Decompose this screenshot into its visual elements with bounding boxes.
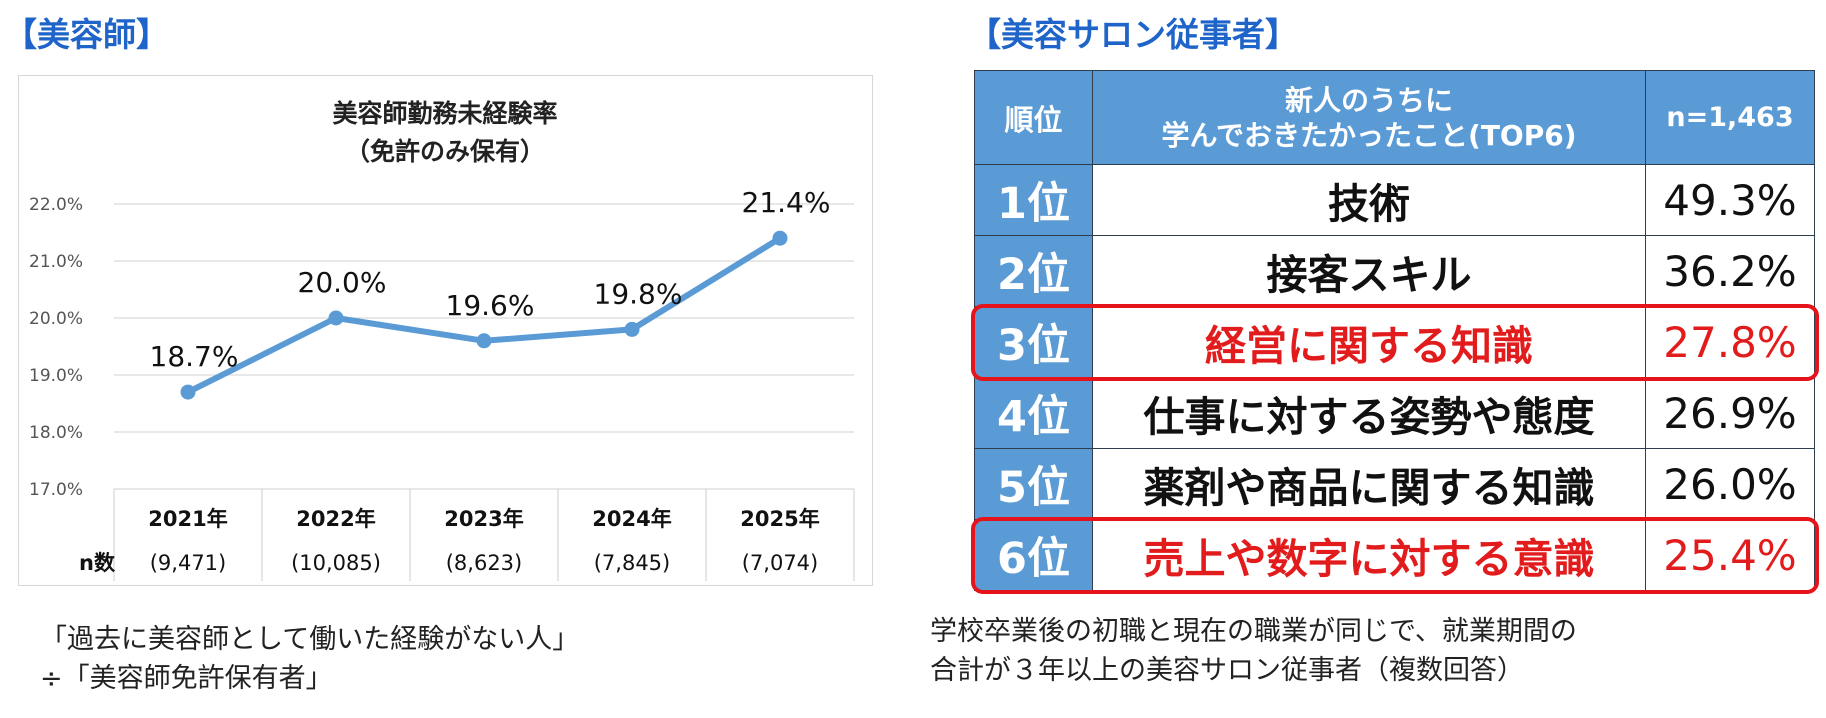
left-footnote-line: 「過去に美容師として働いた経験がない人」 xyxy=(40,624,580,655)
right-footnote-line: 学校卒業後の初職と現在の職業が同じで、就業期間の xyxy=(930,616,1577,647)
item-cell: 売上や数字に対する意識 xyxy=(1092,519,1646,591)
n-label: n数 xyxy=(79,551,116,575)
right-section-heading: 【美容サロン従事者】 xyxy=(968,15,1298,54)
data-point xyxy=(772,230,788,246)
n-count-label: (7,074) xyxy=(742,551,819,575)
line-chart-panel: 美容師勤務未経験率 （免許のみ保有） 22.0% 21.0% 20.0% 19.0% 1… xyxy=(18,75,873,586)
n-count-label: (7,845) xyxy=(594,551,671,575)
chart-title: 美容師勤務未経験率 xyxy=(332,99,557,128)
percent-cell: 27.8% xyxy=(1645,306,1815,378)
highlight-frame xyxy=(970,516,1819,594)
y-tick-label: 22.0% xyxy=(29,195,83,215)
data-label: 20.0% xyxy=(298,266,387,299)
table-row: 2位 接客スキル 36.2% xyxy=(974,235,1815,307)
item-cell: 仕事に対する姿勢や態度 xyxy=(1092,377,1646,449)
data-label: 21.4% xyxy=(742,186,831,219)
header-sample-size: n=1,463 xyxy=(1645,70,1815,165)
n-count-label: (10,085) xyxy=(291,551,381,575)
rank-cell: 1位 xyxy=(974,164,1093,236)
left-footnote: 「過去に美容師として働いた経験がない人」 ÷「美容師免許保有者」 xyxy=(40,620,579,698)
rank-cell: 6位 xyxy=(974,519,1093,591)
x-category-label: 2024年 xyxy=(592,507,671,531)
n-count-label: (9,471) xyxy=(150,551,227,575)
y-tick-label: 18.0% xyxy=(29,423,83,443)
n-count-label: (8,623) xyxy=(446,551,523,575)
table-row: 1位 技術 49.3% xyxy=(974,164,1815,236)
rank-cell: 5位 xyxy=(974,448,1093,520)
y-tick-label: 19.0% xyxy=(29,366,83,386)
data-label: 19.8% xyxy=(594,277,683,310)
y-tick-label: 21.0% xyxy=(29,252,83,272)
right-footnote: 学校卒業後の初職と現在の職業が同じで、就業期間の 合計が３年以上の美容サロン従事… xyxy=(930,612,1577,690)
left-footnote-line: ÷「美容師免許保有者」 xyxy=(40,663,333,695)
percent-cell: 26.0% xyxy=(1645,448,1815,520)
y-tick-label: 20.0% xyxy=(29,309,83,329)
percent-cell: 26.9% xyxy=(1645,377,1815,449)
right-footnote-line: 合計が３年以上の美容サロン従事者（複数回答） xyxy=(930,655,1524,687)
percent-cell: 49.3% xyxy=(1645,164,1815,236)
highlight-frame xyxy=(970,303,1819,381)
chart-subtitle: （免許のみ保有） xyxy=(345,137,545,166)
x-category-label: 2022年 xyxy=(296,507,375,531)
data-label: 18.7% xyxy=(150,340,239,373)
rank-cell: 2位 xyxy=(974,235,1093,307)
data-label: 19.6% xyxy=(446,289,535,322)
table-row: 4位 仕事に対する姿勢や態度 26.9% xyxy=(974,377,1815,449)
table-row: 5位 薬剤や商品に関する知識 26.0% xyxy=(974,448,1815,520)
header-rank: 順位 xyxy=(974,70,1093,165)
table-header-row: 順位 新人のうちに 学んでおきたかったこと(TOP6) n=1,463 xyxy=(974,70,1815,165)
x-category-label: 2021年 xyxy=(148,507,227,531)
percent-cell: 25.4% xyxy=(1645,519,1815,591)
header-item: 新人のうちに 学んでおきたかったこと(TOP6) xyxy=(1092,70,1646,165)
header-item-line: 新人のうちに xyxy=(1284,83,1453,117)
data-point xyxy=(328,310,344,326)
rank-cell: 3位 xyxy=(974,306,1093,378)
percent-cell: 36.2% xyxy=(1645,235,1815,307)
data-point xyxy=(180,384,196,400)
line-chart: 美容師勤務未経験率 （免許のみ保有） 22.0% 21.0% 20.0% 19.0% 1… xyxy=(29,99,855,581)
data-point xyxy=(624,321,640,337)
header-item-line: 学んでおきたかったこと(TOP6) xyxy=(1161,118,1577,152)
table-row: 6位 売上や数字に対する意識 25.4% xyxy=(974,519,1815,591)
item-cell: 薬剤や商品に関する知識 xyxy=(1092,448,1646,520)
rank-cell: 4位 xyxy=(974,377,1093,449)
data-point xyxy=(476,333,492,349)
x-category-label: 2023年 xyxy=(444,507,523,531)
item-cell: 技術 xyxy=(1092,164,1646,236)
ranking-table: 順位 新人のうちに 学んでおきたかったこと(TOP6) n=1,463 1位 技術… xyxy=(974,70,1815,591)
x-category-label: 2025年 xyxy=(740,507,819,531)
left-section-heading: 【美容師】 xyxy=(4,15,169,54)
y-tick-label: 17.0% xyxy=(29,480,83,500)
item-cell: 接客スキル xyxy=(1092,235,1646,307)
